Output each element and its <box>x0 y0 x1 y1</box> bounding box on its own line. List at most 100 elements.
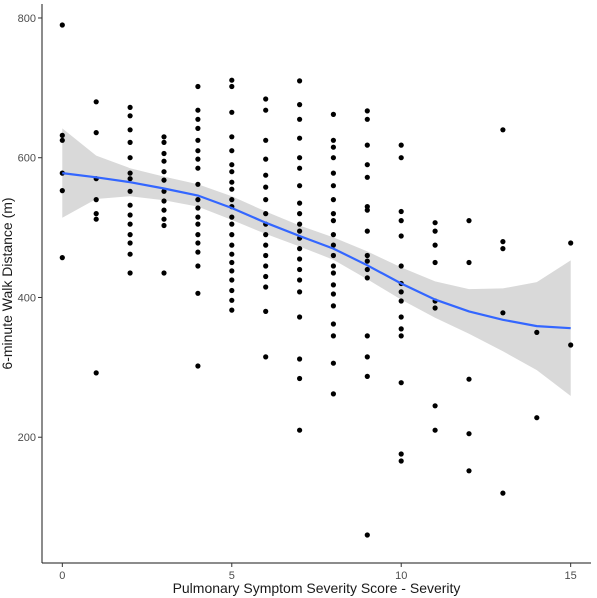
data-point <box>364 258 370 264</box>
data-point <box>398 289 404 295</box>
data-point <box>297 375 303 382</box>
data-point <box>263 197 269 203</box>
data-point <box>330 252 336 259</box>
data-point <box>263 252 269 259</box>
x-axis-title: Pulmonary Symptom Severity Score - Sever… <box>173 580 461 596</box>
data-point <box>229 109 235 115</box>
data-point <box>195 197 201 203</box>
data-point <box>330 155 336 161</box>
data-point <box>229 179 235 185</box>
data-point <box>364 108 370 114</box>
data-point <box>93 216 99 222</box>
data-point <box>364 174 370 180</box>
data-point <box>432 242 438 248</box>
data-point <box>195 116 201 122</box>
data-point <box>432 305 438 311</box>
data-point <box>195 221 201 227</box>
data-point <box>161 158 167 164</box>
data-point <box>195 240 201 246</box>
smooth-line <box>62 172 571 330</box>
data-point <box>263 273 269 280</box>
data-points <box>59 22 574 538</box>
data-point <box>398 314 404 320</box>
data-point <box>364 207 370 213</box>
data-point <box>297 314 303 320</box>
data-point <box>500 239 506 245</box>
data-point <box>297 427 303 433</box>
data-point <box>229 77 235 83</box>
data-point <box>398 451 404 457</box>
x-tick-label: 0 <box>59 570 65 582</box>
data-point <box>466 259 472 266</box>
data-point <box>364 116 370 122</box>
data-point <box>195 249 201 255</box>
data-point <box>263 263 269 269</box>
y-tick-label: 800 <box>18 13 36 25</box>
data-point <box>568 240 574 246</box>
data-point <box>263 107 269 113</box>
data-point <box>127 139 133 145</box>
x-axis-ticks: 0 5 10 15 <box>59 563 577 582</box>
data-point <box>229 242 235 248</box>
data-point <box>263 172 269 178</box>
data-point <box>263 184 269 190</box>
x-tick-label: 5 <box>229 570 235 582</box>
data-point <box>229 287 235 294</box>
data-point <box>297 221 303 227</box>
data-point <box>398 142 404 148</box>
data-point <box>93 211 99 217</box>
data-point <box>297 200 303 206</box>
data-point <box>432 228 438 234</box>
data-point <box>297 256 303 262</box>
confidence-ribbon <box>62 128 571 396</box>
data-point <box>127 170 133 176</box>
data-point <box>93 99 99 105</box>
data-point <box>500 127 506 133</box>
data-point <box>364 266 370 273</box>
data-point <box>127 221 133 227</box>
data-point <box>127 113 133 119</box>
data-point <box>330 144 336 150</box>
data-point <box>330 291 336 297</box>
data-point <box>161 177 167 183</box>
data-point <box>161 207 167 213</box>
data-point <box>93 370 99 376</box>
data-point <box>297 289 303 295</box>
data-point <box>330 197 336 203</box>
data-point <box>263 96 269 102</box>
data-point <box>432 427 438 433</box>
data-point <box>229 134 235 140</box>
data-point <box>432 220 438 226</box>
data-point <box>195 165 201 171</box>
data-point <box>161 216 167 222</box>
data-point <box>263 232 269 238</box>
data-point <box>330 391 336 397</box>
data-point <box>398 208 404 215</box>
data-point <box>195 232 201 238</box>
data-point <box>330 263 336 269</box>
data-point <box>330 218 336 224</box>
data-point <box>127 176 133 182</box>
data-point <box>398 155 404 161</box>
data-point <box>59 22 65 28</box>
data-point <box>330 111 336 117</box>
data-point <box>127 240 133 246</box>
data-point <box>364 228 370 234</box>
data-point <box>229 214 235 220</box>
data-point <box>297 78 303 84</box>
data-point <box>161 169 167 175</box>
data-point <box>297 356 303 362</box>
data-point <box>263 137 269 143</box>
data-point <box>263 211 269 217</box>
data-point <box>432 403 438 409</box>
data-point <box>161 188 167 194</box>
y-tick-label: 600 <box>18 153 36 165</box>
data-point <box>466 468 472 474</box>
data-point <box>195 156 201 162</box>
data-point <box>195 137 201 143</box>
data-point <box>229 148 235 154</box>
data-point <box>195 263 201 269</box>
x-tick-label: 15 <box>565 570 577 582</box>
data-point <box>568 342 574 348</box>
data-point <box>263 284 269 290</box>
